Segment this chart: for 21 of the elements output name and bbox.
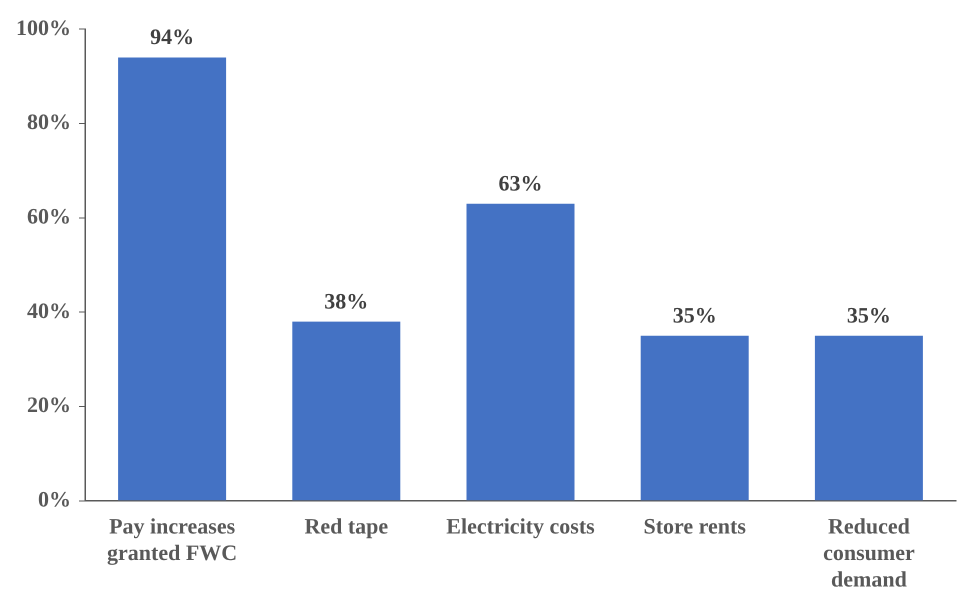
y-tick-label: 20% xyxy=(27,392,71,418)
y-tick-label: 40% xyxy=(27,298,71,323)
bar xyxy=(466,204,574,500)
x-tick-label: Store rents xyxy=(643,514,746,539)
x-tick-label: Reduced consumer demand xyxy=(823,514,915,592)
data-label: 35% xyxy=(672,302,717,328)
bar xyxy=(640,336,749,500)
x-tick-label: Electricity costs xyxy=(446,514,596,539)
x-tick-label: Pay increases granted FWC xyxy=(107,514,238,566)
data-label: 63% xyxy=(498,170,542,196)
data-label: 35% xyxy=(846,302,891,328)
bar xyxy=(814,336,923,500)
y-tick-label: 100% xyxy=(16,14,71,40)
data-label: 38% xyxy=(324,288,368,314)
y-tick-label: 80% xyxy=(27,109,71,134)
data-label: 94% xyxy=(150,24,194,50)
y-tick-label: 0% xyxy=(38,486,71,512)
bar xyxy=(292,322,400,500)
bar xyxy=(118,57,226,500)
y-tick-label: 60% xyxy=(27,204,71,229)
x-tick-label: Red tape xyxy=(304,514,388,539)
